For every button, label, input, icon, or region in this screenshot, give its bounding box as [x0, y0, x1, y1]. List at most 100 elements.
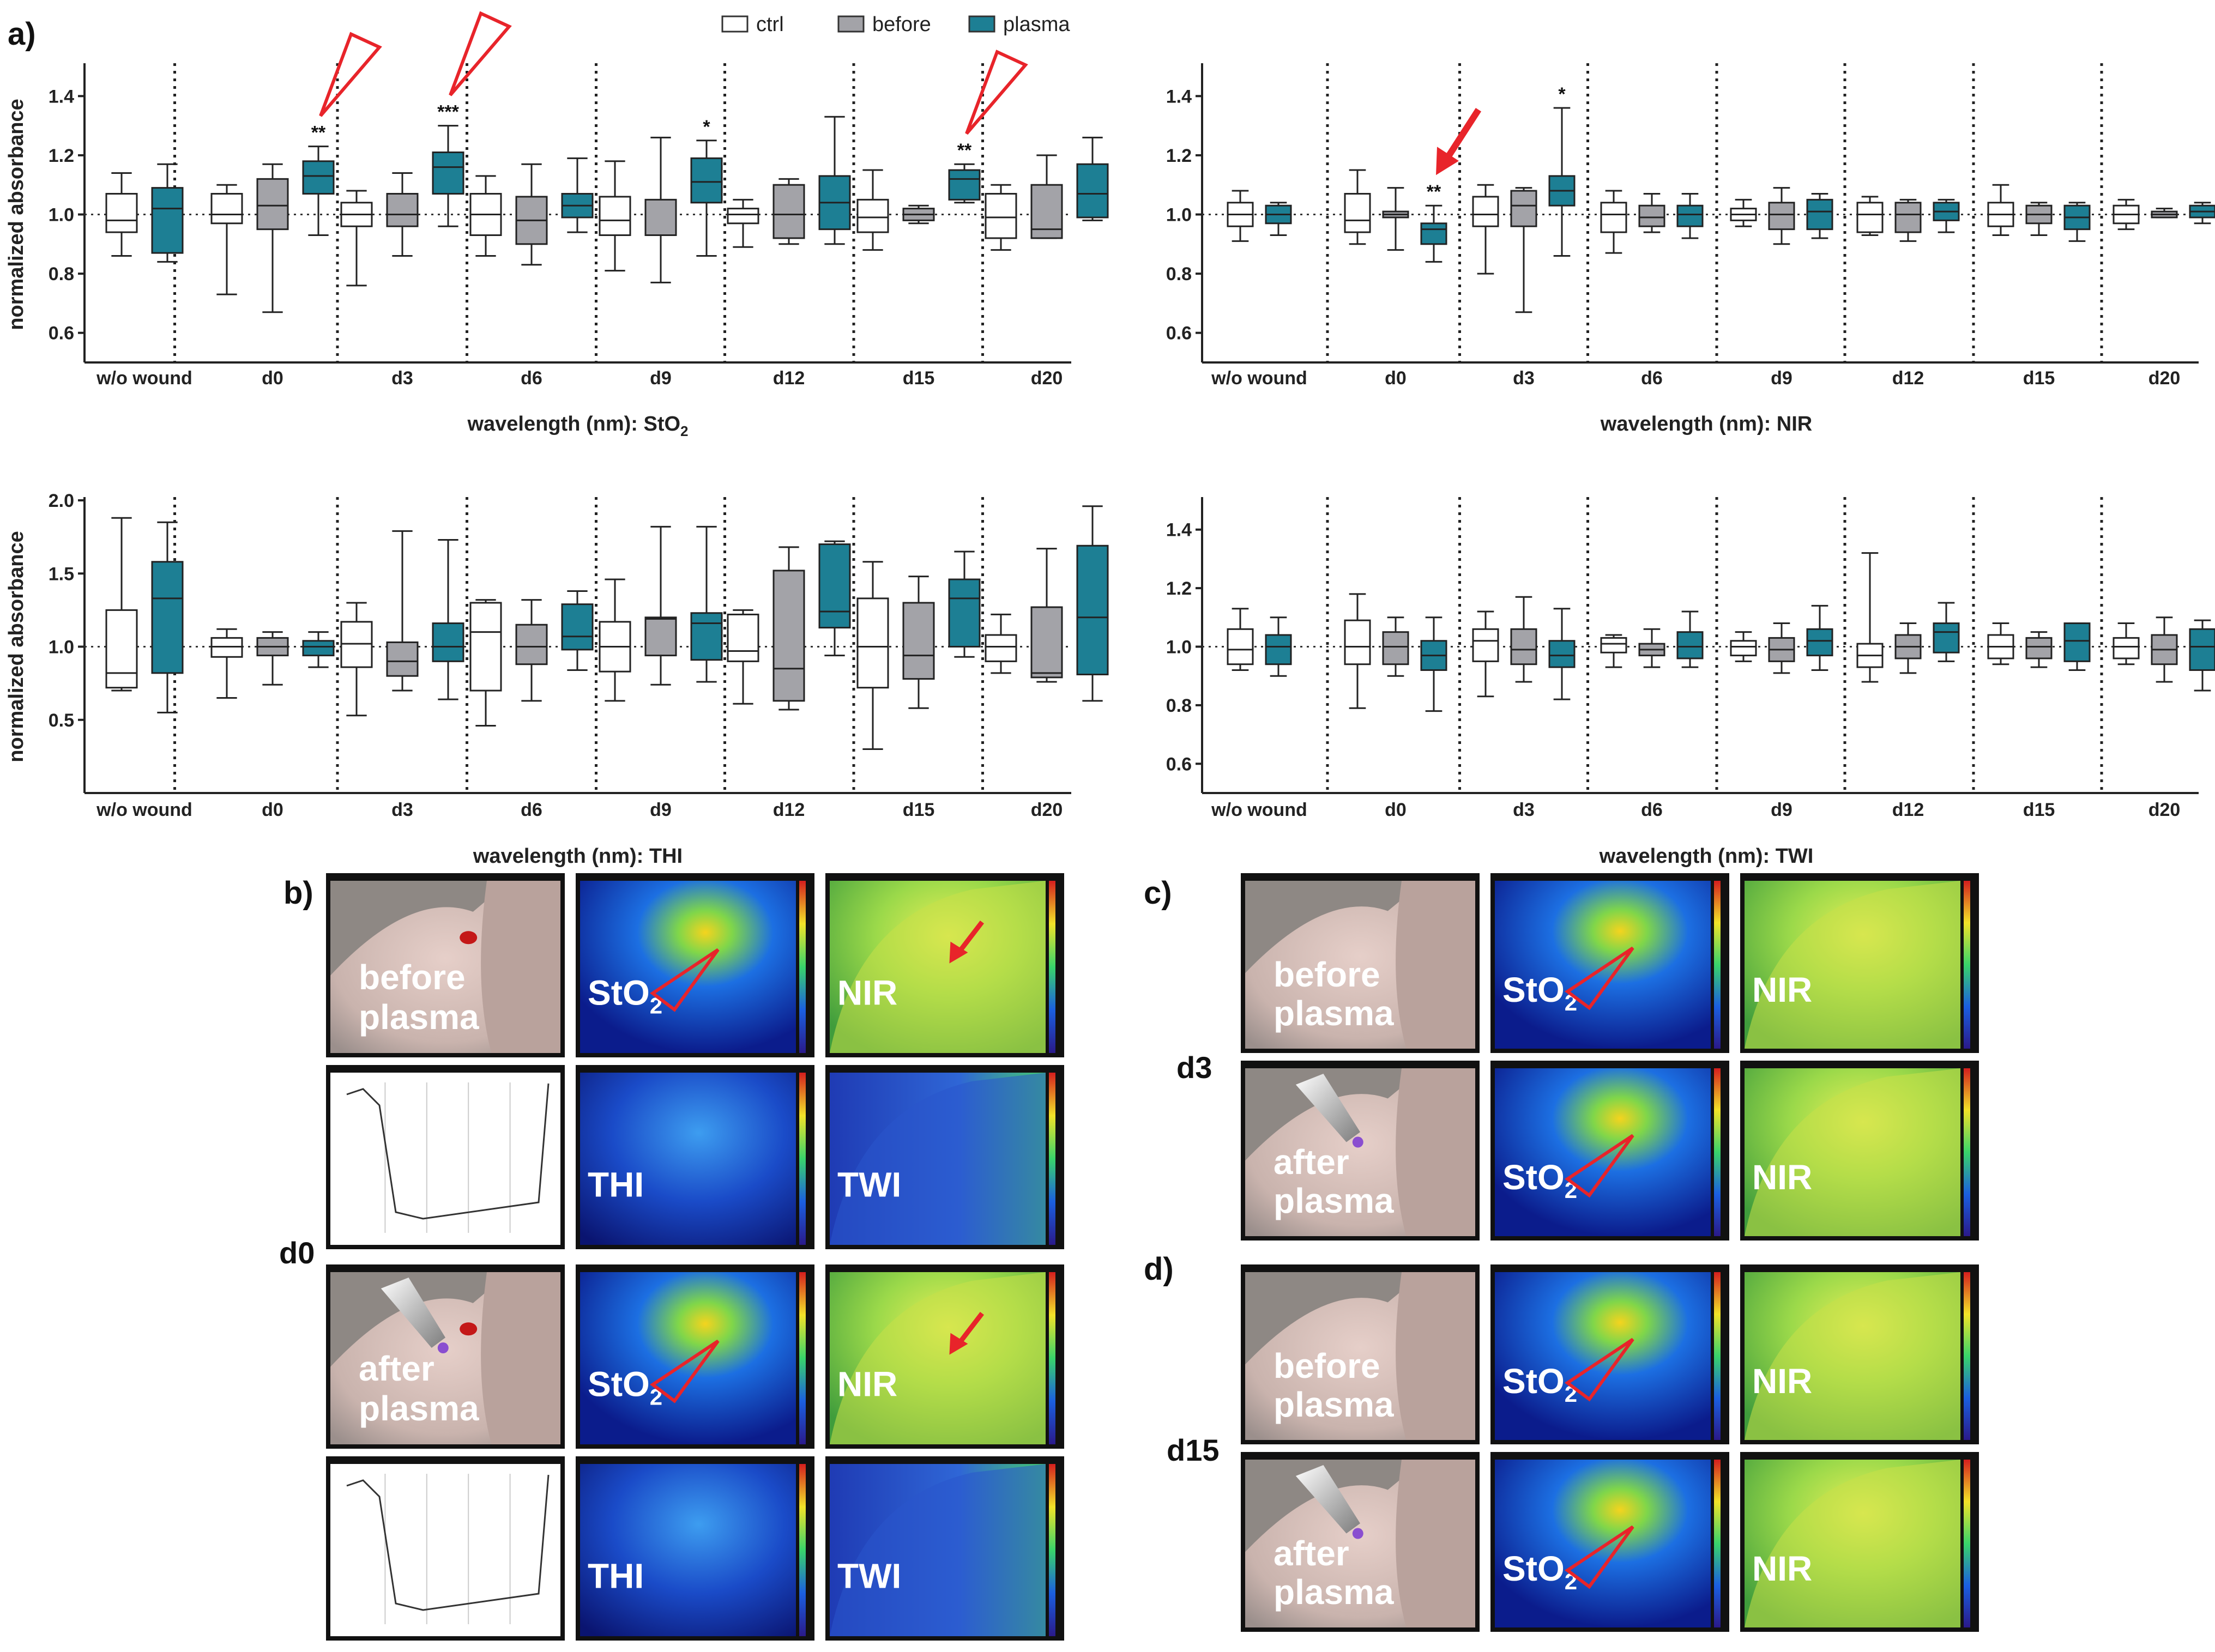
- box-body: [105, 192, 138, 233]
- overlay-label-line1: after: [1274, 1534, 1349, 1573]
- overlay-label-line1: before: [1274, 1346, 1380, 1385]
- box-body: [1265, 634, 1292, 665]
- box-d20-before: [1030, 548, 1063, 683]
- overlay-label-line2: plasma: [1274, 1385, 1394, 1424]
- box-body: [1076, 163, 1109, 219]
- box-d6-before: [1638, 192, 1665, 233]
- box-body: [1676, 631, 1704, 659]
- x-tick-label-d0: d0: [1385, 800, 1407, 820]
- box-d9-before: [644, 525, 677, 686]
- twi-tissue: [830, 1073, 1046, 1245]
- box-d12-ctrl: [1856, 196, 1884, 237]
- panel-c-label: c): [1144, 875, 1172, 911]
- significance-stars: **: [1427, 181, 1441, 202]
- box-d12-ctrl: [1856, 552, 1884, 683]
- tile-thi: THI: [576, 1456, 814, 1641]
- box-d0-plasma: **: [1420, 181, 1447, 263]
- x-tick-label-d6: d6: [521, 800, 542, 820]
- panel-b-day-label: d0: [279, 1236, 315, 1270]
- y-tick-label: 0.6: [1166, 754, 1192, 774]
- overlay-label: NIR: [1752, 1549, 1812, 1588]
- box-d20-plasma: [2189, 619, 2215, 692]
- plasma-jet-icon: [1352, 1528, 1363, 1539]
- box-d12-plasma: [818, 540, 851, 657]
- box-d12-plasma: [818, 116, 851, 245]
- box-body: [1730, 640, 1757, 657]
- box-body: [302, 160, 335, 195]
- y-tick-label: 1.4: [49, 86, 74, 107]
- box-d6-plasma: [1676, 192, 1704, 239]
- tile-sto2: StO2: [1490, 1452, 1729, 1632]
- box-d0-plasma: **: [302, 123, 335, 237]
- box-d0-before: [1382, 616, 1409, 677]
- chart-twi: 0.6 0.8 1.0 1.2 1.4 w/o wound d0 d3 d6 d9 d12 d15 d2…: [1166, 497, 2215, 868]
- x-tick-label-d15: d15: [903, 368, 935, 389]
- box-d20-ctrl: [2113, 622, 2140, 665]
- overlay-label-line1: after: [359, 1349, 434, 1388]
- overlay-label: NIR: [837, 973, 897, 1013]
- box-d0-plasma: [1420, 616, 1447, 712]
- box-body: [1768, 202, 1795, 231]
- overlay-label-line2: plasma: [359, 1389, 479, 1428]
- box-d20-ctrl: [2113, 198, 2140, 231]
- legend-label-before: before: [872, 13, 931, 36]
- box-d15-before: [902, 204, 935, 225]
- x-tick-label-d20: d20: [1031, 368, 1063, 389]
- box-d3-ctrl: [1472, 184, 1499, 275]
- wound-spot: [460, 931, 478, 945]
- color-scale-bar: [1964, 881, 1970, 1049]
- x-tick-label-d9: d9: [1771, 368, 1792, 389]
- box-body: [210, 192, 243, 225]
- box-body: [690, 612, 723, 661]
- box-d6-plasma: [1676, 610, 1704, 668]
- rgb-ear: [1396, 1272, 1475, 1440]
- x-tick-label-d12: d12: [1892, 368, 1924, 389]
- box-d9-ctrl: [1730, 198, 1757, 227]
- spectrum-background: [330, 1073, 560, 1245]
- box-d15-plasma: [2063, 622, 2091, 671]
- tile-sto2: StO2: [576, 873, 814, 1057]
- box-d20-before: [2151, 616, 2178, 683]
- box-d0-before: [1382, 187, 1409, 251]
- annotation-arrow-shaft: [1444, 107, 1482, 161]
- spectrum-background: [330, 1464, 560, 1636]
- box-d15-ctrl: [1987, 184, 2014, 237]
- box-d20-before: [1030, 154, 1063, 239]
- box-w-o-wound-ctrl: [1227, 608, 1254, 671]
- overlay-label: NIR: [1752, 970, 1812, 1009]
- overlay-label-line1: before: [1274, 955, 1380, 994]
- x-axis-title: wavelength (nm): TWI: [1599, 845, 1814, 868]
- y-tick-label: 1.0: [49, 637, 74, 658]
- box-body: [1382, 631, 1409, 665]
- sto2-map: [1495, 1272, 1711, 1440]
- y-tick-label: 1.2: [1166, 578, 1192, 599]
- box-body: [948, 169, 981, 201]
- tile-nir: NIR: [825, 873, 1064, 1057]
- box-body: [1344, 619, 1371, 665]
- x-tick-label-d6: d6: [1641, 368, 1663, 389]
- color-scale-bar: [1049, 1272, 1055, 1444]
- box-body: [1638, 204, 1665, 227]
- nir-tissue: [1745, 881, 1960, 1049]
- box-d0-before: [256, 631, 289, 686]
- x-tick-label-d12: d12: [773, 368, 805, 389]
- x-tick-label-d12: d12: [773, 800, 805, 820]
- x-axis-title: wavelength (nm): NIR: [1600, 413, 1812, 435]
- box-body: [690, 157, 723, 204]
- box-body: [1806, 628, 1833, 657]
- plasma-pen-icon: [1295, 1074, 1360, 1142]
- panel-d-label: d): [1144, 1251, 1174, 1287]
- y-tick-label: 1.4: [1166, 520, 1192, 541]
- significance-stars: **: [311, 123, 326, 143]
- box-d15-plasma: **: [948, 140, 981, 204]
- color-scale-bar: [1964, 1068, 1970, 1236]
- box-body: [469, 602, 502, 692]
- tile-thi: THI: [576, 1065, 814, 1249]
